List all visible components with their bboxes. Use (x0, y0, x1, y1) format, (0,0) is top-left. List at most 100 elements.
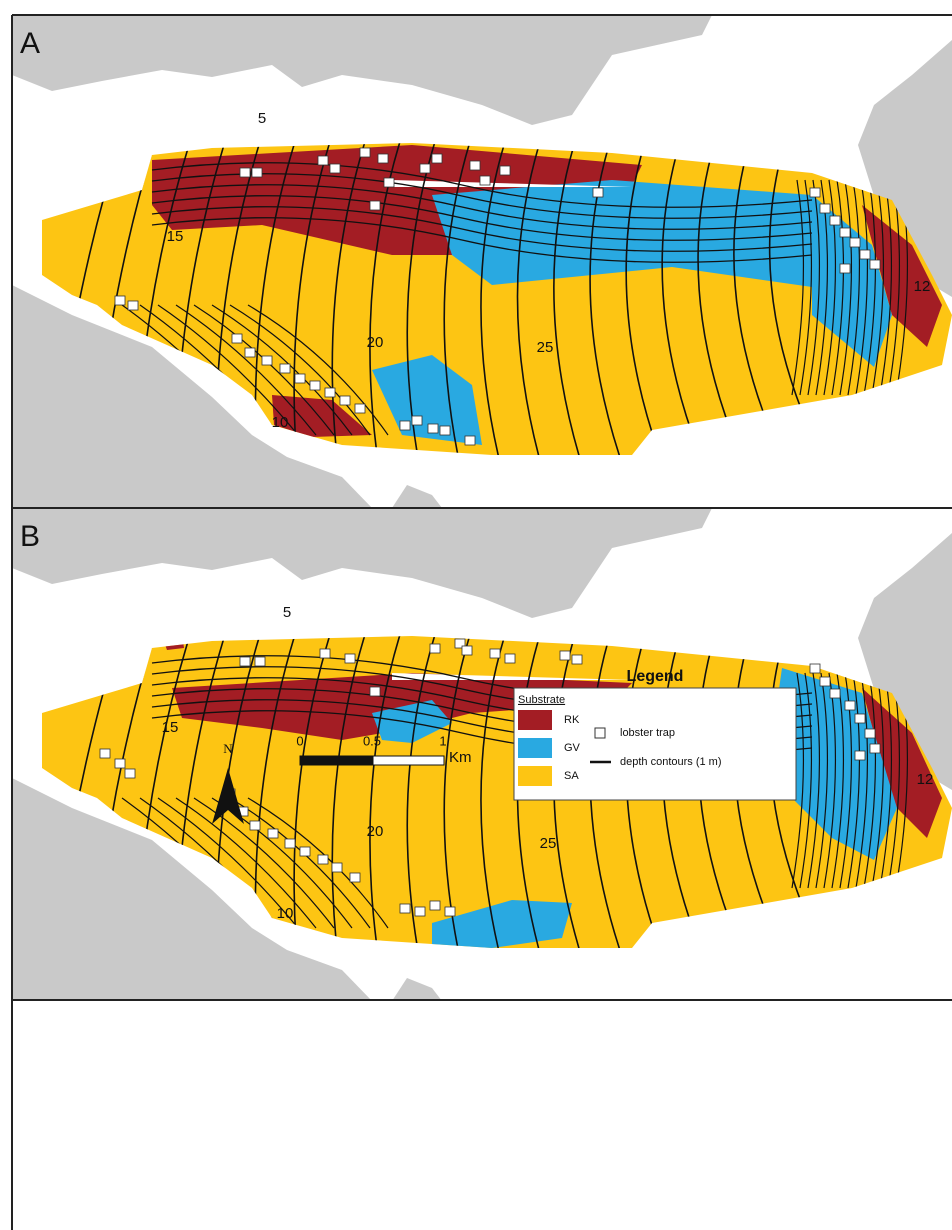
lobster-trap (295, 374, 305, 383)
lobster-trap (430, 901, 440, 910)
contour-label: 5 (258, 110, 266, 127)
scale-segment (300, 756, 373, 765)
lobster-trap (855, 751, 865, 760)
swatch-rk (518, 710, 552, 730)
lobster-trap (340, 396, 350, 405)
lobster-trap (240, 657, 250, 666)
lobster-trap (384, 178, 394, 187)
legend-label: lobster trap (620, 727, 675, 739)
lobster-trap (470, 161, 480, 170)
lobster-trap (250, 821, 260, 830)
lobster-trap (432, 154, 442, 163)
contour-label: 15 (167, 228, 184, 245)
lobster-trap (830, 689, 840, 698)
contour-label: 20 (367, 823, 384, 840)
lobster-trap (860, 250, 870, 259)
lobster-trap (115, 296, 125, 305)
lobster-trap (400, 421, 410, 430)
legend-heading: Substrate (518, 694, 565, 706)
lobster-trap (378, 154, 388, 163)
lobster-trap (255, 657, 265, 666)
contour-label: 5 (283, 604, 291, 621)
scale-segment (373, 756, 444, 765)
lobster-trap (345, 654, 355, 663)
legend-label: SA (564, 770, 579, 782)
lobster-trap (845, 701, 855, 710)
legend-label: depth contours (1 m) (620, 756, 722, 768)
lobster-trap (440, 426, 450, 435)
lobster-trap (810, 664, 820, 673)
lobster-trap (320, 649, 330, 658)
lobster-trap (420, 164, 430, 173)
panel-label: B (20, 520, 40, 553)
legend-label: GV (564, 742, 581, 754)
trap-symbol (595, 728, 605, 738)
lobster-trap (840, 264, 850, 273)
contour-label: 12 (914, 278, 931, 295)
contour-label: 10 (277, 905, 294, 922)
contour-label: 15 (162, 719, 179, 736)
swatch-gv (518, 738, 552, 758)
lobster-trap (128, 301, 138, 310)
lobster-trap (465, 436, 475, 445)
contour-label: 12 (917, 771, 934, 788)
legend: Legend Substrate RK GV SA lobster trap d… (514, 668, 796, 800)
lobster-trap (820, 204, 830, 213)
lobster-trap (285, 839, 295, 848)
figure: 51520251012A 51520251012B N 0 0.5 1 Km L… (0, 0, 952, 1230)
lobster-trap (462, 646, 472, 655)
lobster-trap (280, 364, 290, 373)
lobster-trap (480, 176, 490, 185)
lobster-trap (115, 759, 125, 768)
lobster-trap (855, 714, 865, 723)
lobster-trap (125, 769, 135, 778)
lobster-trap (490, 649, 500, 658)
lobster-trap (572, 655, 582, 664)
lobster-trap (820, 677, 830, 686)
lobster-trap (318, 156, 328, 165)
lobster-trap (412, 416, 422, 425)
lobster-trap (325, 388, 335, 397)
contour-label: 10 (272, 414, 289, 431)
lobster-trap (870, 744, 880, 753)
legend-label: RK (564, 714, 580, 726)
lobster-trap (850, 238, 860, 247)
lobster-trap (370, 687, 380, 696)
contour-label: 25 (537, 339, 554, 356)
scale-label: 0.5 (363, 733, 381, 748)
lobster-trap (400, 904, 410, 913)
lobster-trap (360, 148, 370, 157)
lobster-trap (840, 228, 850, 237)
lobster-trap (505, 654, 515, 663)
lobster-trap (415, 907, 425, 916)
lobster-trap (445, 907, 455, 916)
legend-title: Legend (627, 668, 684, 685)
lobster-trap (865, 729, 875, 738)
lobster-trap (262, 356, 272, 365)
lobster-trap (355, 404, 365, 413)
lobster-trap (240, 168, 250, 177)
lobster-trap (318, 855, 328, 864)
lobster-trap (332, 863, 342, 872)
scale-label: 0 (296, 733, 303, 748)
lobster-trap (870, 260, 880, 269)
scale-unit: Km (449, 749, 472, 766)
lobster-trap (310, 381, 320, 390)
lobster-trap (810, 188, 820, 197)
lobster-trap (430, 644, 440, 653)
panel-label: A (20, 27, 40, 60)
lobster-trap (252, 168, 262, 177)
lobster-trap (560, 651, 570, 660)
lobster-trap (370, 201, 380, 210)
lobster-trap (330, 164, 340, 173)
lobster-trap (350, 873, 360, 882)
lobster-trap (428, 424, 438, 433)
swatch-sa (518, 766, 552, 786)
lobster-trap (232, 334, 242, 343)
scale-label: 1 (439, 733, 446, 748)
lobster-trap (593, 188, 603, 197)
lobster-trap (268, 829, 278, 838)
lobster-trap (100, 749, 110, 758)
lobster-trap (830, 216, 840, 225)
lobster-trap (300, 847, 310, 856)
